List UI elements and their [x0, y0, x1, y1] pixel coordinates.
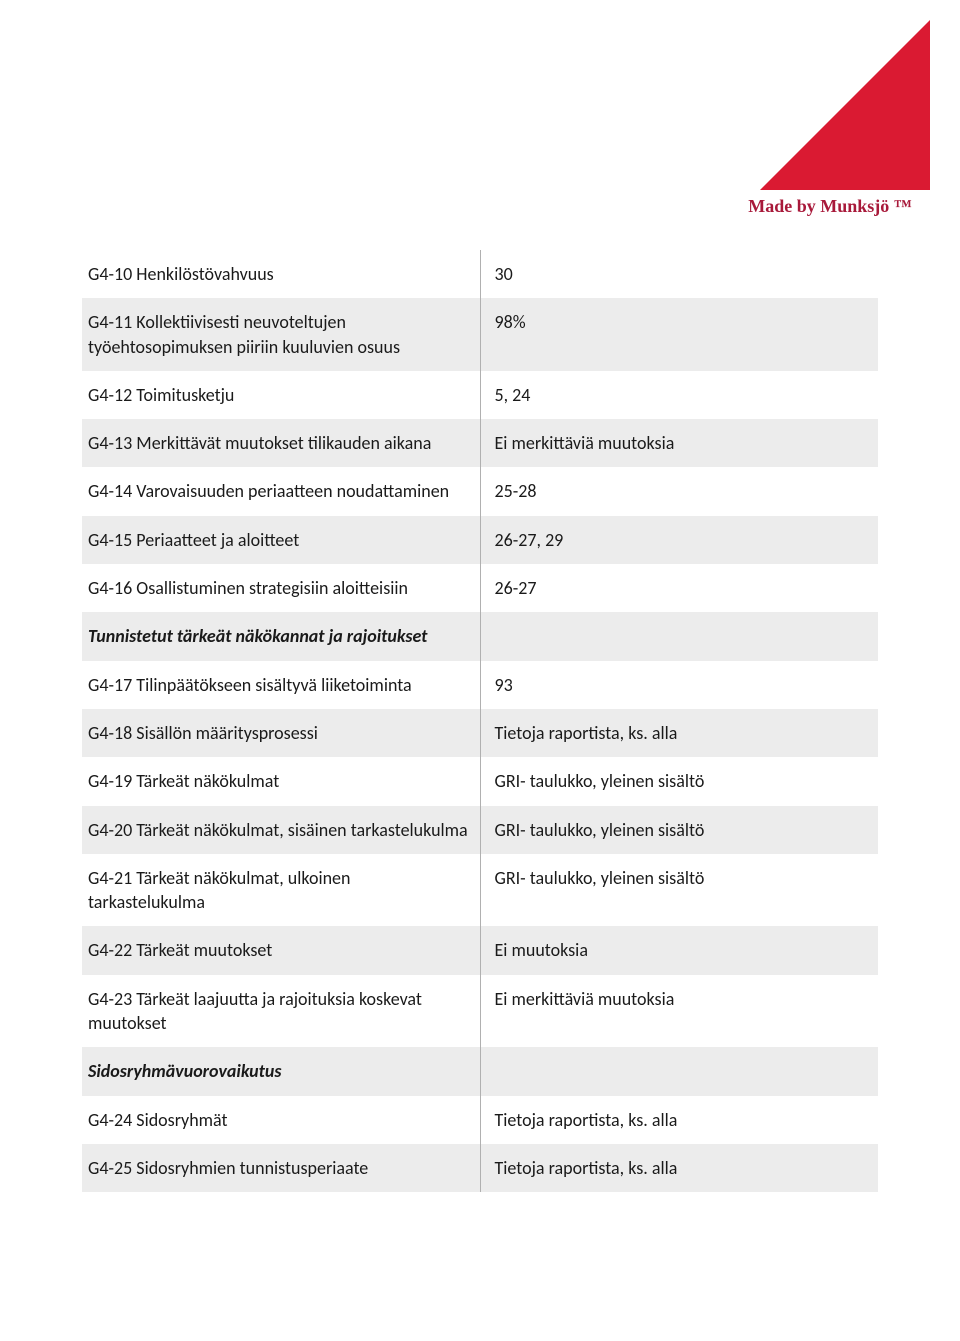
table-row: G4-10 Henkilöstövahvuus30 — [82, 250, 878, 298]
table-cell-right — [480, 1047, 878, 1095]
table-row: G4-14 Varovaisuuden periaatteen noudatta… — [82, 467, 878, 515]
table-row: G4-13 Merkittävät muutokset tilikauden a… — [82, 419, 878, 467]
table-cell-right: GRI- taulukko, yleinen sisältö — [480, 757, 878, 805]
table-cell-right: Ei merkittäviä muutoksia — [480, 975, 878, 1048]
table-cell-right: Ei muutoksia — [480, 926, 878, 974]
table-cell-left: Sidosryhmävuorovaikutus — [82, 1047, 480, 1095]
table-row: G4-20 Tärkeät näkökulmat, sisäinen tarka… — [82, 806, 878, 854]
table-row: G4-25 Sidosryhmien tunnistusperiaateTiet… — [82, 1144, 878, 1192]
table-row: Tunnistetut tärkeät näkökannat ja rajoit… — [82, 612, 878, 660]
table-cell-right: 26-27, 29 — [480, 516, 878, 564]
table-cell-left: G4-15 Periaatteet ja aloitteet — [82, 516, 480, 564]
table-row: G4-22 Tärkeät muutoksetEi muutoksia — [82, 926, 878, 974]
table-cell-right — [480, 612, 878, 660]
table-row: Sidosryhmävuorovaikutus — [82, 1047, 878, 1095]
table-cell-left: G4-21 Tärkeät näkökulmat, ulkoinen tarka… — [82, 854, 480, 927]
table-cell-left: G4-16 Osallistuminen strategisiin aloitt… — [82, 564, 480, 612]
table-cell-left: G4-24 Sidosryhmät — [82, 1096, 480, 1144]
table-row: G4-24 SidosryhmätTietoja raportista, ks.… — [82, 1096, 878, 1144]
table-row: G4-19 Tärkeät näkökulmatGRI- taulukko, y… — [82, 757, 878, 805]
table-cell-right: 98% — [480, 298, 878, 371]
gri-table: G4-10 Henkilöstövahvuus30G4-11 Kollektii… — [82, 250, 878, 1192]
table-row: G4-21 Tärkeät näkökulmat, ulkoinen tarka… — [82, 854, 878, 927]
table-row: G4-17 Tilinpäätökseen sisältyvä liiketoi… — [82, 661, 878, 709]
logo-block: Made by Munksjö ™ — [730, 20, 930, 217]
table-cell-left: G4-25 Sidosryhmien tunnistusperiaate — [82, 1144, 480, 1192]
table-cell-left: G4-20 Tärkeät näkökulmat, sisäinen tarka… — [82, 806, 480, 854]
logo-triangle — [760, 20, 930, 190]
table-cell-left: G4-17 Tilinpäätökseen sisältyvä liiketoi… — [82, 661, 480, 709]
table-cell-right: 30 — [480, 250, 878, 298]
table-cell-left: G4-13 Merkittävät muutokset tilikauden a… — [82, 419, 480, 467]
logo-arrows-icon — [817, 0, 912, 8]
table-cell-right: 5, 24 — [480, 371, 878, 419]
table-cell-left: G4-18 Sisällön määritysprosessi — [82, 709, 480, 757]
table-row: G4-15 Periaatteet ja aloitteet26-27, 29 — [82, 516, 878, 564]
table-cell-right: Tietoja raportista, ks. alla — [480, 709, 878, 757]
table-cell-left: G4-14 Varovaisuuden periaatteen noudatta… — [82, 467, 480, 515]
table-cell-left: G4-19 Tärkeät näkökulmat — [82, 757, 480, 805]
table-row: G4-12 Toimitusketju5, 24 — [82, 371, 878, 419]
logo-tagline: Made by Munksjö ™ — [730, 196, 930, 217]
table-cell-right: 26-27 — [480, 564, 878, 612]
table-row: G4-16 Osallistuminen strategisiin aloitt… — [82, 564, 878, 612]
table-cell-right: Tietoja raportista, ks. alla — [480, 1144, 878, 1192]
table-cell-left: G4-22 Tärkeät muutokset — [82, 926, 480, 974]
table-cell-right: 25-28 — [480, 467, 878, 515]
table-row: G4-18 Sisällön määritysprosessiTietoja r… — [82, 709, 878, 757]
table-row: G4-11 Kollektiivisesti neuvoteltujen työ… — [82, 298, 878, 371]
table-cell-right: GRI- taulukko, yleinen sisältö — [480, 854, 878, 927]
table-cell-right: 93 — [480, 661, 878, 709]
table-cell-left: Tunnistetut tärkeät näkökannat ja rajoit… — [82, 612, 480, 660]
table-cell-left: G4-10 Henkilöstövahvuus — [82, 250, 480, 298]
table-cell-right: GRI- taulukko, yleinen sisältö — [480, 806, 878, 854]
table-cell-left: G4-12 Toimitusketju — [82, 371, 480, 419]
table-cell-left: G4-23 Tärkeät laajuutta ja rajoituksia k… — [82, 975, 480, 1048]
table-row: G4-23 Tärkeät laajuutta ja rajoituksia k… — [82, 975, 878, 1048]
table-cell-right: Tietoja raportista, ks. alla — [480, 1096, 878, 1144]
table-cell-right: Ei merkittäviä muutoksia — [480, 419, 878, 467]
table-cell-left: G4-11 Kollektiivisesti neuvoteltujen työ… — [82, 298, 480, 371]
